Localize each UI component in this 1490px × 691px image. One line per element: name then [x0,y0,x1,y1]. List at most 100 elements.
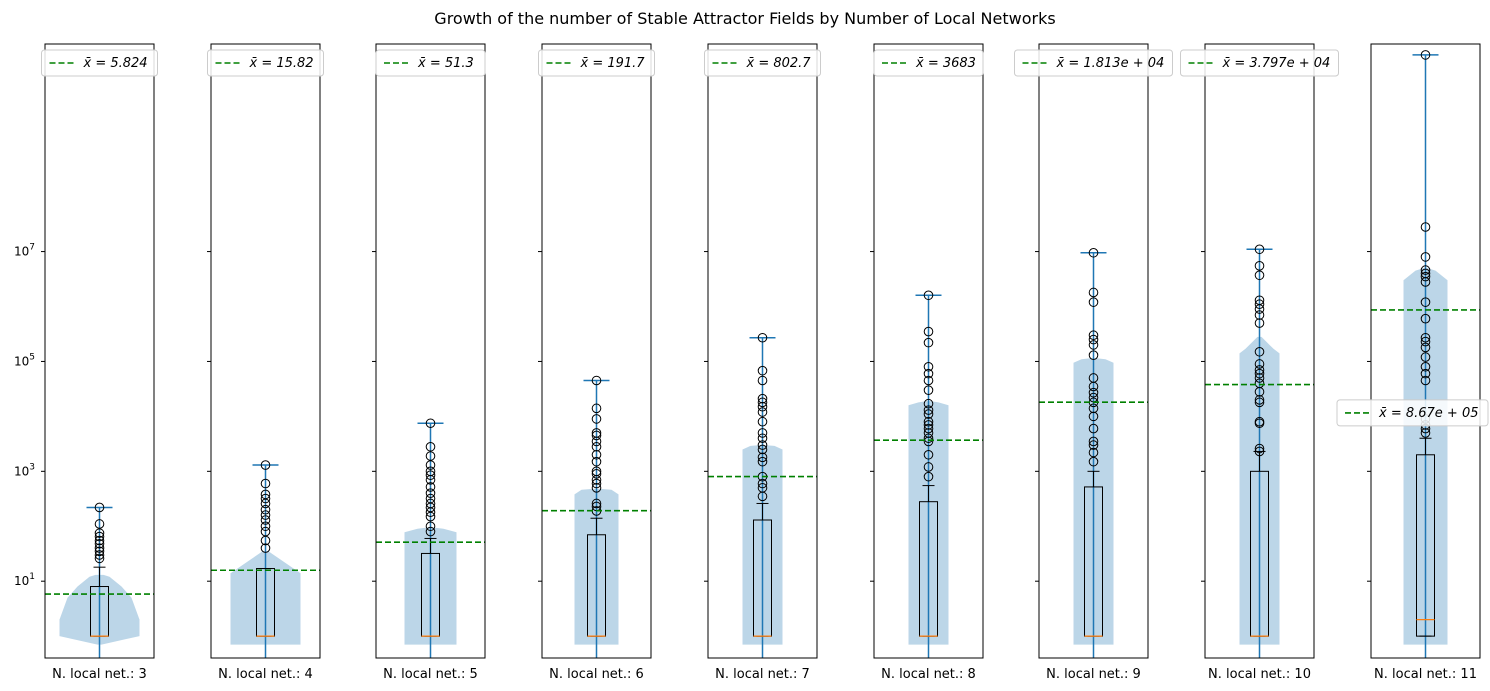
legend-box [538,49,655,77]
legend: x̄ = 8.67e + 05 [1336,399,1489,427]
outlier-point [1420,361,1431,372]
outlier-point [757,407,768,417]
outlier-point [260,515,271,525]
outlier-point [94,519,105,529]
outlier-point [591,414,602,424]
legend-box [873,49,984,77]
subplot-9: N. local net.: 11 x̄ = 8.67e + 05 [1336,43,1489,682]
outlier-point [1254,346,1265,357]
outlier-point [425,511,436,522]
outlier-point [923,398,934,409]
outlier-point [1088,373,1099,383]
subplot-3: N. local net.: 5 x̄ = 51.3 [372,43,486,682]
axes-frame [541,43,652,659]
outlier-point [923,361,934,372]
outlier-point [425,493,436,504]
outlier-point [1254,446,1265,457]
outlier-point [923,385,934,395]
y-tick-label: 103 [14,462,35,478]
subplot-6: N. local net.: 8 x̄ = 3683 [870,43,984,682]
legend-box [375,49,486,77]
subplot-8: N. local net.: 10 x̄ = 3.797e + 04 [1180,43,1339,682]
outlier-point [1254,359,1265,369]
outlier-point [1254,416,1265,427]
x-axis-label: N. local net.: 3 [52,667,147,682]
outlier-point [757,401,768,412]
outlier-point [94,531,105,542]
outlier-point [260,460,271,470]
axes-frame [707,43,818,659]
chart-title: Growth of the number of Stable Attractor… [434,9,1055,28]
outlier-point [1088,436,1099,447]
outlier-point [757,433,768,444]
outlier-point [260,478,271,489]
legend-box [41,49,158,77]
outlier-point [591,441,602,452]
outlier-point [757,375,768,386]
outlier-point [425,441,436,452]
outlier-point [1088,330,1099,341]
legend-label: x̄ = 3683 [915,56,976,71]
outlier-point [923,428,934,438]
outlier-point [591,498,602,509]
outlier-point [757,365,768,376]
legend-box [207,49,324,77]
outlier-point [260,543,271,553]
outlier-point [1420,252,1431,262]
outlier-point [923,326,934,337]
outlier-point [1088,340,1099,350]
outlier-point [425,488,436,498]
panels: 101 103 105 107 N. local net.: 3 x̄ = 5.824 N.… [14,43,1489,682]
outlier-point [923,423,934,434]
outlier-point [923,368,934,379]
x-axis-label: N. local net.: 11 [1374,667,1477,682]
outlier-point [260,504,271,515]
outlier-point [1420,50,1431,60]
outlier-point [260,493,271,504]
outlier-point [425,521,436,532]
outlier-point [923,449,934,460]
legend: x̄ = 3.797e + 04 [1180,49,1339,77]
legend: x̄ = 1.813e + 04 [1014,49,1173,77]
legend: x̄ = 51.3 [375,49,486,77]
outlier-point [425,418,436,429]
axes-frame [1204,43,1315,659]
outlier-point [757,444,768,455]
outlier-point [757,397,768,408]
outlier-point [1420,352,1431,362]
y-tick-label: 101 [14,572,35,588]
outlier-point [1088,423,1099,434]
outlier-point [591,375,602,386]
outlier-point [1254,310,1265,320]
legend-label: x̄ = 3.797e + 04 [1222,56,1331,71]
box-iqr [1416,454,1435,637]
outlier-point [1420,375,1431,386]
outlier-point [1420,313,1431,324]
outlier-point [260,510,271,520]
outlier-point [757,428,768,438]
outlier-point [260,521,271,532]
outlier-point [923,416,934,427]
outlier-point [923,405,934,415]
outlier-point [260,489,271,500]
outlier-point [1420,297,1431,307]
legend-box [1336,399,1489,427]
outlier-point [94,528,105,538]
axes-frame [44,43,155,659]
outlier-point [591,456,602,467]
legend-box [1014,49,1173,77]
legend: x̄ = 802.7 [704,49,821,77]
outlier-point [1254,378,1265,389]
legend-box [1180,49,1339,77]
outlier-point [1420,428,1431,438]
outlier-point [94,538,105,549]
outlier-point [1254,395,1265,405]
outlier-point [1088,334,1099,345]
outlier-point [591,449,602,460]
subplot-5: N. local net.: 7 x̄ = 802.7 [704,43,821,682]
axes-frame [1038,43,1149,659]
outlier-point [1254,318,1265,328]
outlier-point [94,550,105,560]
y-tick-label: 105 [14,352,35,368]
outlier-point [757,393,768,404]
